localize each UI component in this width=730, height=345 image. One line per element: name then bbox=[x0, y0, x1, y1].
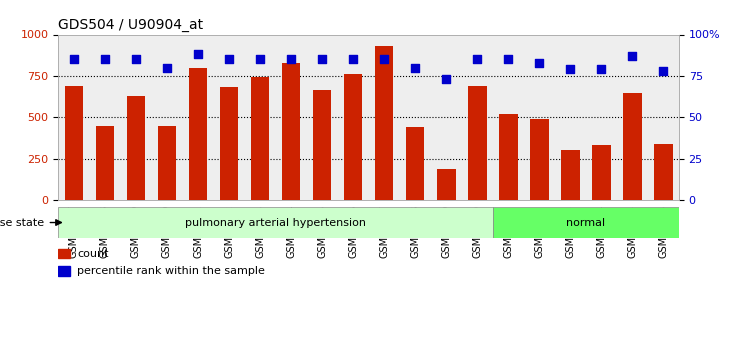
Point bbox=[534, 60, 545, 66]
Point bbox=[378, 57, 390, 62]
Bar bbox=[282, 63, 301, 200]
Point bbox=[596, 67, 607, 72]
Point bbox=[658, 68, 669, 74]
Bar bbox=[375, 46, 393, 200]
Point bbox=[440, 77, 452, 82]
Bar bbox=[654, 144, 673, 200]
Point bbox=[347, 57, 359, 62]
Point bbox=[130, 57, 142, 62]
Bar bbox=[561, 150, 580, 200]
Point bbox=[626, 53, 638, 59]
Bar bbox=[58, 207, 493, 238]
Point bbox=[99, 57, 111, 62]
Bar bbox=[530, 119, 549, 200]
Bar bbox=[313, 90, 331, 200]
Text: disease state: disease state bbox=[0, 218, 44, 227]
Bar bbox=[251, 77, 269, 200]
Text: GDS504 / U90904_at: GDS504 / U90904_at bbox=[58, 18, 204, 32]
Bar bbox=[499, 114, 518, 200]
Bar bbox=[406, 127, 425, 200]
Point bbox=[285, 57, 297, 62]
Text: count: count bbox=[77, 248, 109, 258]
Bar bbox=[493, 207, 679, 238]
Text: pulmonary arterial hypertension: pulmonary arterial hypertension bbox=[185, 218, 366, 227]
Point bbox=[192, 52, 204, 57]
Bar bbox=[96, 126, 114, 200]
Bar bbox=[64, 86, 83, 200]
Point bbox=[223, 57, 235, 62]
Point bbox=[254, 57, 266, 62]
Point bbox=[316, 57, 328, 62]
Point bbox=[502, 57, 514, 62]
Bar bbox=[623, 93, 642, 200]
Point bbox=[472, 57, 483, 62]
Point bbox=[410, 65, 421, 70]
Bar bbox=[468, 86, 487, 200]
Text: normal: normal bbox=[566, 218, 605, 227]
Point bbox=[161, 65, 173, 70]
Bar bbox=[220, 88, 238, 200]
Bar bbox=[58, 249, 69, 258]
Bar bbox=[158, 126, 177, 200]
Bar bbox=[592, 145, 611, 200]
Bar bbox=[344, 74, 363, 200]
Bar bbox=[437, 169, 456, 200]
Point bbox=[564, 67, 576, 72]
Point bbox=[68, 57, 80, 62]
Bar bbox=[127, 96, 145, 200]
Bar bbox=[58, 266, 69, 276]
Bar bbox=[189, 68, 207, 200]
Text: percentile rank within the sample: percentile rank within the sample bbox=[77, 266, 265, 276]
